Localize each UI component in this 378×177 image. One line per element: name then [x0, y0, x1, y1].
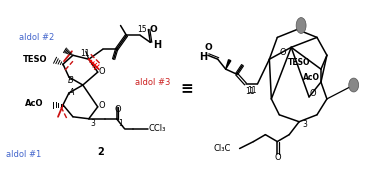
Text: O: O — [98, 101, 105, 110]
Text: O: O — [149, 25, 157, 34]
Text: aldol #3: aldol #3 — [135, 78, 171, 87]
Text: H: H — [153, 40, 161, 50]
Text: 11: 11 — [245, 87, 254, 96]
Text: 11: 11 — [247, 87, 256, 95]
Text: TESO: TESO — [288, 58, 310, 67]
Ellipse shape — [349, 78, 359, 92]
Polygon shape — [226, 60, 231, 69]
Text: O: O — [114, 105, 121, 114]
Text: O: O — [310, 89, 316, 98]
Text: CCl₃: CCl₃ — [149, 124, 166, 133]
Text: 3: 3 — [303, 120, 308, 129]
Text: O: O — [98, 67, 105, 76]
Text: H: H — [199, 52, 207, 62]
Text: TESO: TESO — [23, 55, 47, 64]
Text: O: O — [205, 43, 213, 52]
Text: aldol #1: aldol #1 — [6, 150, 42, 159]
Text: 15: 15 — [138, 25, 147, 34]
Text: B: B — [68, 76, 74, 85]
Text: ≡: ≡ — [181, 81, 194, 96]
Text: 2: 2 — [97, 147, 104, 156]
Text: O: O — [280, 48, 287, 57]
Text: 3: 3 — [90, 119, 95, 128]
Text: aldol #2: aldol #2 — [19, 33, 54, 42]
Text: A: A — [68, 88, 74, 98]
Text: O: O — [275, 153, 282, 162]
Text: 1: 1 — [118, 119, 123, 128]
Text: AcO: AcO — [302, 73, 319, 82]
Text: Cl₃C: Cl₃C — [213, 144, 231, 153]
Text: 11: 11 — [80, 49, 90, 58]
Text: AcO: AcO — [25, 99, 43, 108]
Ellipse shape — [296, 18, 306, 33]
